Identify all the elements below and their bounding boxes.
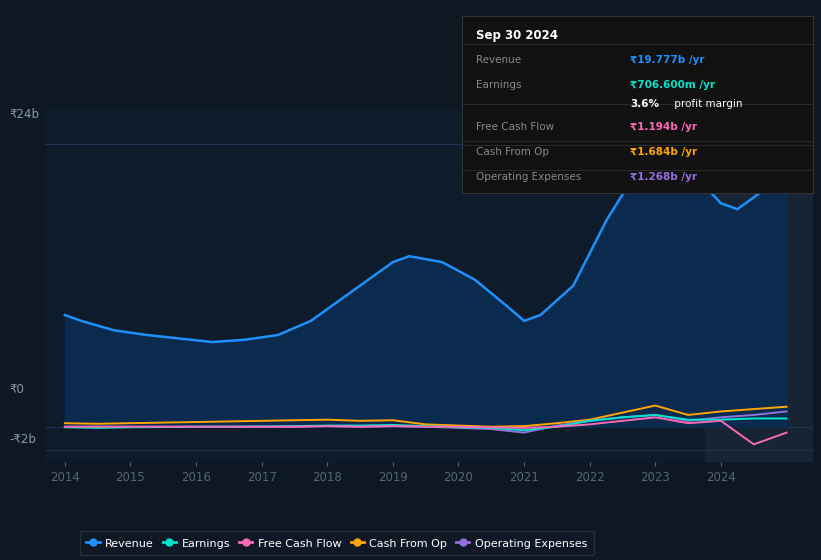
- Text: Revenue: Revenue: [476, 55, 521, 65]
- Text: Earnings: Earnings: [476, 80, 522, 90]
- Text: ₹19.777b /yr: ₹19.777b /yr: [631, 55, 705, 65]
- Text: -₹2b: -₹2b: [10, 433, 37, 446]
- Text: ₹706.600m /yr: ₹706.600m /yr: [631, 80, 715, 90]
- Text: ₹24b: ₹24b: [10, 108, 40, 122]
- Text: ₹1.194b /yr: ₹1.194b /yr: [631, 123, 698, 132]
- Text: Free Cash Flow: Free Cash Flow: [476, 123, 554, 132]
- Text: ₹0: ₹0: [10, 382, 25, 396]
- Bar: [704, 109, 813, 462]
- Text: 3.6%: 3.6%: [631, 100, 659, 109]
- Text: Operating Expenses: Operating Expenses: [476, 172, 581, 182]
- Legend: Revenue, Earnings, Free Cash Flow, Cash From Op, Operating Expenses: Revenue, Earnings, Free Cash Flow, Cash …: [80, 531, 594, 555]
- Text: profit margin: profit margin: [671, 100, 742, 109]
- Text: ₹1.268b /yr: ₹1.268b /yr: [631, 172, 698, 182]
- Text: Cash From Op: Cash From Op: [476, 147, 549, 157]
- Text: Sep 30 2024: Sep 30 2024: [476, 29, 558, 41]
- Text: ₹1.684b /yr: ₹1.684b /yr: [631, 147, 698, 157]
